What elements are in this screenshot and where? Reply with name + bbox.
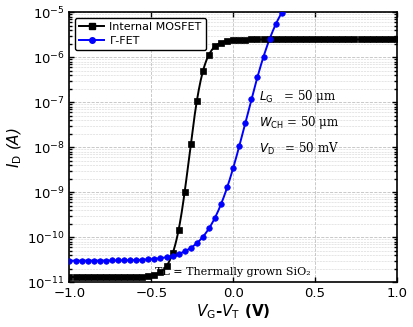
Legend: Internal MOSFET, Γ-FET: Internal MOSFET, Γ-FET bbox=[75, 18, 206, 50]
Text: $L_\mathrm{G}$   = 50 μm
$W_\mathrm{CH}$ = 50 μm
$V_\mathrm{D}$   = 50 mV: $L_\mathrm{G}$ = 50 μm $W_\mathrm{CH}$ =… bbox=[259, 88, 340, 157]
Text: TL = Thermally grown SiO₂: TL = Thermally grown SiO₂ bbox=[155, 267, 311, 277]
X-axis label: $V_\mathrm{G}$-$V_\mathrm{T}$ (V): $V_\mathrm{G}$-$V_\mathrm{T}$ (V) bbox=[196, 303, 271, 321]
Y-axis label: $I_\mathrm{D}$ (A): $I_\mathrm{D}$ (A) bbox=[5, 127, 24, 168]
